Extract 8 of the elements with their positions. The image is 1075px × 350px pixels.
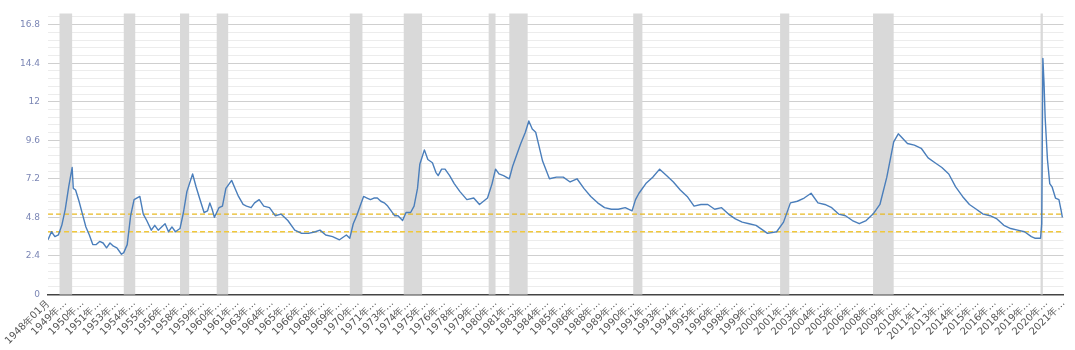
y-tick-label: 4.8 — [25, 211, 41, 222]
y-tick-label: 16.8 — [19, 18, 41, 29]
y-tick-label: 2.4 — [25, 250, 41, 261]
y-tick-label: 14.4 — [19, 57, 41, 68]
y-tick-label: 9.6 — [25, 134, 41, 145]
y-tick-label: 0 — [34, 288, 41, 299]
y-tick-label: 7.2 — [25, 173, 41, 184]
y-tick-label: 12 — [28, 96, 41, 107]
